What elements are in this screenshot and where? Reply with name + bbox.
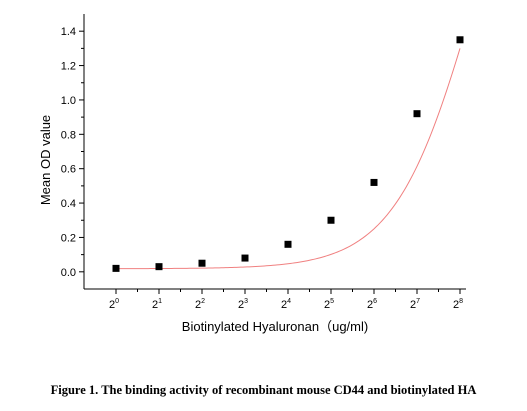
y-tick-label: 1.4 bbox=[61, 26, 76, 38]
x-tick-exponent: 0 bbox=[115, 298, 119, 305]
y-axis-title: Mean OD value bbox=[38, 115, 53, 205]
x-tick-label: 28 bbox=[453, 298, 463, 311]
data-point bbox=[370, 178, 378, 186]
chart: 0.00.20.40.60.81.01.21.4 20 21 22 23 24 25 26 2… bbox=[38, 14, 466, 334]
x-tick-base: 2 bbox=[238, 299, 244, 311]
y-tick-label: 0.2 bbox=[61, 232, 76, 244]
x-tick-base: 2 bbox=[453, 299, 459, 311]
data-markers bbox=[112, 36, 464, 272]
plot-area: 0.00.20.40.60.81.01.21.4 20 21 22 23 24 25 26 2… bbox=[61, 14, 466, 311]
data-point bbox=[413, 110, 421, 118]
x-tick-label: 20 bbox=[109, 298, 119, 311]
x-tick-label: 22 bbox=[195, 298, 205, 311]
x-tick-exponent: 7 bbox=[416, 298, 420, 305]
x-tick-label: 27 bbox=[410, 298, 420, 311]
y-tick-label: 0.6 bbox=[61, 164, 76, 176]
data-point bbox=[112, 264, 120, 272]
x-tick-base: 2 bbox=[281, 299, 287, 311]
x-tick-base: 2 bbox=[324, 299, 330, 311]
y-tick-label: 0.8 bbox=[61, 129, 76, 141]
data-point bbox=[327, 216, 335, 224]
x-tick-base: 2 bbox=[367, 299, 373, 311]
x-tick-base: 2 bbox=[195, 299, 201, 311]
figure-caption: Figure 1. The binding activity of recomb… bbox=[50, 383, 477, 397]
y-tick-label: 1.2 bbox=[61, 61, 76, 73]
y-tick-label: 1.0 bbox=[61, 95, 76, 107]
x-tick-label: 23 bbox=[238, 298, 248, 311]
data-point bbox=[456, 36, 464, 44]
y-tick-label: 0.4 bbox=[61, 198, 76, 210]
x-tick-exponent: 6 bbox=[373, 298, 377, 305]
x-tick-label: 26 bbox=[367, 298, 377, 311]
x-tick-exponent: 8 bbox=[459, 298, 463, 305]
y-tick-label: 0.0 bbox=[61, 267, 76, 279]
fit-curve bbox=[116, 48, 461, 270]
data-point bbox=[198, 259, 206, 267]
x-tick-exponent: 4 bbox=[287, 298, 291, 305]
y-ticks: 0.0 0.2 0.4 0.6 0.8 1.0 1.2 1.4 bbox=[61, 26, 84, 279]
x-tick-base: 2 bbox=[152, 299, 158, 311]
x-tick-label: 24 bbox=[281, 298, 291, 311]
x-tick-label: 25 bbox=[324, 298, 334, 311]
x-tick-exponent: 5 bbox=[330, 298, 334, 305]
x-tick-base: 2 bbox=[109, 299, 115, 311]
x-axis-title: Biotinylated Hyaluronan（ug/ml) bbox=[182, 319, 368, 334]
x-tick-label: 21 bbox=[152, 298, 162, 311]
x-tick-exponent: 3 bbox=[244, 298, 248, 305]
data-point bbox=[241, 254, 249, 262]
x-ticks: 20 21 22 23 24 25 26 27 28 bbox=[109, 289, 463, 311]
x-tick-base: 2 bbox=[410, 299, 416, 311]
data-point bbox=[284, 240, 292, 248]
x-tick-exponent: 1 bbox=[158, 298, 162, 305]
x-tick-exponent: 2 bbox=[201, 298, 205, 305]
data-point bbox=[155, 263, 163, 271]
